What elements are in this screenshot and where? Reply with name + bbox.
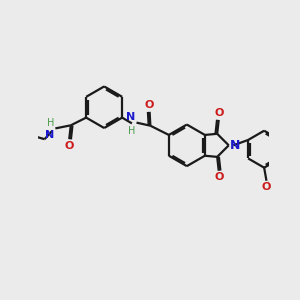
Text: N: N [230,139,241,152]
Text: H: H [47,118,55,128]
Text: N: N [126,112,135,122]
Text: H: H [128,126,135,136]
Text: O: O [214,172,224,182]
Text: N: N [45,130,55,140]
Text: O: O [64,141,74,151]
Text: O: O [214,108,224,118]
Text: O: O [262,182,271,192]
Text: O: O [145,100,154,110]
